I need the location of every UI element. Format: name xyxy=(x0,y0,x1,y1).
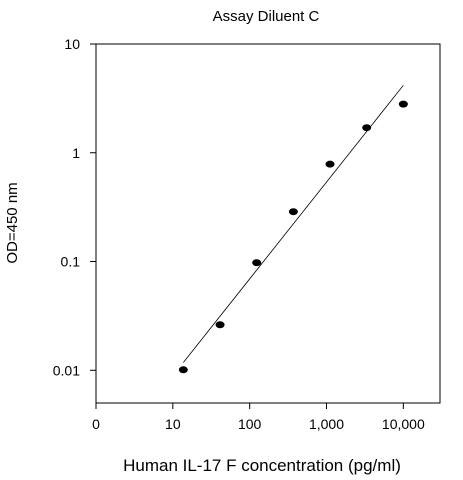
x-tick-label: 1,000 xyxy=(309,416,344,432)
data-point xyxy=(215,321,225,329)
x-tick-label: 10,000 xyxy=(382,416,425,432)
data-point xyxy=(178,366,188,374)
x-axis: 0 10 100 1,000 10,000 xyxy=(92,403,425,432)
data-point xyxy=(252,259,262,267)
y-tick-label: 0.1 xyxy=(61,254,81,270)
x-axis-label: Human IL-17 F concentration (pg/ml) xyxy=(123,456,401,475)
x-tick-label: 100 xyxy=(238,416,262,432)
data-point xyxy=(362,124,372,132)
y-axis-label: OD=450 nm xyxy=(4,182,21,263)
x-tick-label: 0 xyxy=(92,416,100,432)
y-tick-label: 10 xyxy=(64,36,80,52)
data-point xyxy=(398,100,408,108)
x-tick-label: 10 xyxy=(165,416,181,432)
chart-title: Assay Diluent C xyxy=(213,8,320,25)
y-tick-label: 1 xyxy=(72,145,80,161)
regression-line xyxy=(183,85,404,363)
plot-frame xyxy=(95,43,441,404)
data-points xyxy=(178,100,408,374)
data-point xyxy=(325,160,335,168)
y-axis: 0.01 0.1 1 10 xyxy=(53,36,96,378)
data-point xyxy=(288,208,298,216)
y-tick-label: 0.01 xyxy=(53,362,80,378)
